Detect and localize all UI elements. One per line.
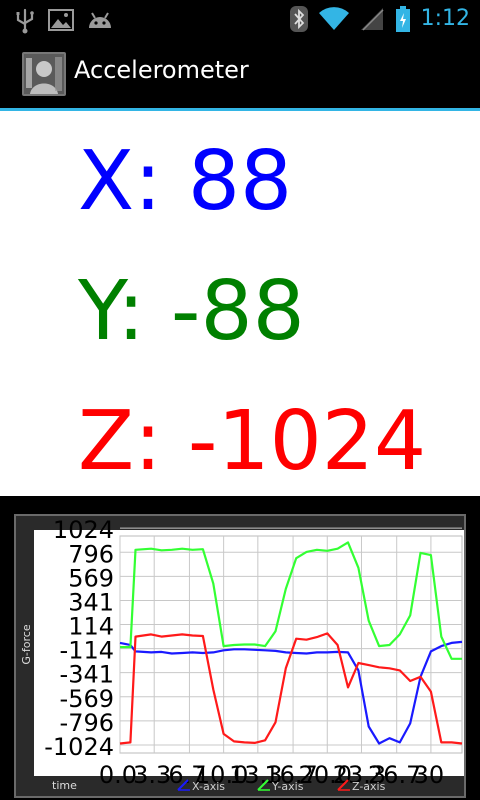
x-tick-label: 13.3	[229, 761, 282, 789]
x-tick-label: 26.7	[368, 761, 421, 789]
y-tick-label: 341	[68, 588, 114, 616]
android-icon	[89, 12, 111, 28]
x-reading: X: 88	[78, 134, 293, 229]
app-title: Accelerometer	[74, 56, 249, 84]
series-line-y-axis	[120, 541, 462, 660]
legend-swatch	[337, 779, 349, 791]
x-tick-label: 6.7	[168, 761, 206, 789]
y-tick-label: 796	[68, 540, 114, 568]
y-tick-label: -796	[60, 709, 114, 737]
y-axis-label: G-force	[20, 624, 33, 664]
status-bar: 1:12	[0, 0, 480, 38]
legend-swatch	[177, 779, 189, 791]
y-reading: Y: -88	[78, 264, 305, 359]
legend-label: X-axis	[192, 780, 225, 793]
y-tick-label: 114	[68, 612, 114, 640]
action-bar: Accelerometer	[0, 38, 480, 108]
x-tick-label: 16.7	[264, 761, 317, 789]
signal-icon	[360, 8, 384, 31]
legend-label: Z-axis	[352, 780, 386, 793]
chart-frame: 1024 796 569 341 114 -114 -341 -569 -796 -1024 0.0…	[14, 514, 466, 798]
legend-swatch	[257, 779, 269, 791]
image-icon	[48, 9, 74, 31]
legend-label: Y-axis	[271, 780, 304, 793]
usb-icon	[16, 8, 34, 34]
x-tick-label: 23.3	[333, 761, 386, 789]
z-reading: Z: -1024	[78, 394, 427, 489]
x-tick-label: 30	[414, 761, 445, 789]
y-tick-label: 569	[68, 564, 114, 592]
accelerometer-chart: 1024796569341114-114-341-569-796-10240.0…	[20, 516, 464, 793]
x-tick-label: 0.0	[99, 761, 137, 789]
clock: 1:12	[420, 6, 470, 31]
battery-icon	[395, 6, 410, 32]
y-tick-label: -341	[60, 661, 114, 689]
y-tick-label: -114	[60, 637, 114, 665]
wifi-icon	[318, 7, 349, 30]
y-tick-label: 1024	[53, 516, 114, 544]
x-axis-label: time	[52, 779, 77, 792]
app-icon[interactable]	[22, 52, 66, 96]
x-tick-label: 10.0	[195, 761, 248, 789]
action-bar-divider	[0, 108, 480, 111]
chart-panel: 1024 796 569 341 114 -114 -341 -569 -796 -1024 0.0…	[0, 496, 480, 800]
readings-panel: X: 88 Y: -88 Z: -1024	[0, 111, 480, 496]
bluetooth-icon	[289, 6, 308, 32]
series-line-z-axis	[119, 632, 463, 745]
x-tick-label: 3.3	[133, 761, 171, 789]
y-tick-label: -1024	[44, 733, 114, 761]
y-tick-label: -569	[60, 685, 114, 713]
